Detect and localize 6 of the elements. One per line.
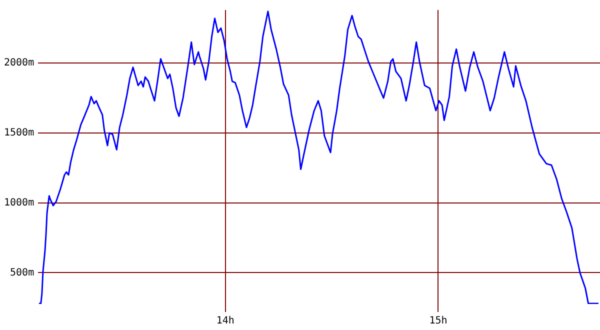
y-tick-label: 1500m: [4, 128, 34, 139]
x-tick-label: 14h: [216, 316, 234, 327]
y-tick-label: 2000m: [4, 58, 34, 69]
y-tick-label: 500m: [10, 267, 34, 278]
y-tick-label: 1000m: [4, 197, 34, 208]
x-tick-label: 15h: [429, 316, 448, 327]
